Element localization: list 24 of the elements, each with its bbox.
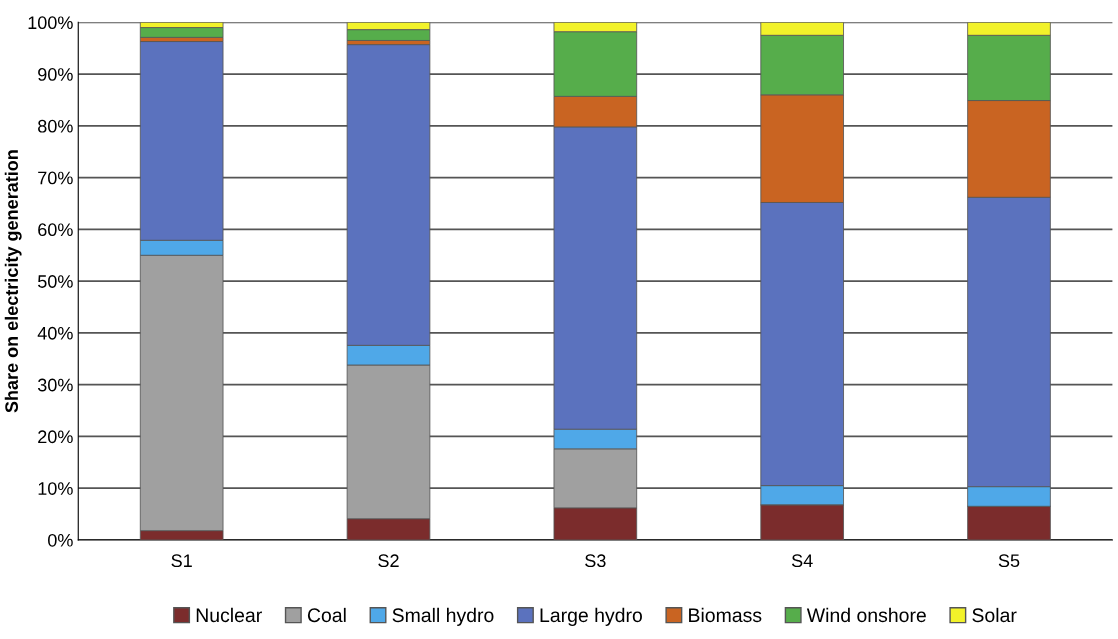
x-tick-label: S5 — [998, 554, 1020, 568]
y-tick-label: 100% — [28, 16, 73, 30]
legend-label: Coal — [307, 607, 346, 623]
y-tick-label: 20% — [38, 430, 73, 444]
y-axis-title: Share on electricity generation — [4, 150, 22, 413]
y-tick-label: 80% — [38, 119, 73, 133]
y-tick-label: 90% — [38, 68, 73, 81]
y-tick-label: 10% — [38, 482, 73, 495]
y-tick-label: 60% — [38, 223, 73, 237]
y-tick-label: 50% — [37, 275, 73, 288]
x-tick-label: S3 — [585, 554, 606, 568]
legend-label: Solar — [972, 607, 1017, 623]
x-tick-label: S2 — [378, 554, 399, 568]
legend-label: Large hydro — [540, 607, 642, 626]
legend-label: Wind onshore — [806, 607, 926, 623]
y-tick-label: 0% — [48, 533, 73, 547]
x-tick-label: S4 — [791, 554, 813, 568]
y-tick-label: 40% — [37, 326, 73, 340]
legend-label: Small hydro — [392, 607, 494, 626]
y-tick-label: 70% — [38, 171, 73, 185]
y-tick-label: 30% — [37, 378, 73, 392]
legend-label: Biomass — [689, 607, 762, 623]
x-tick-label: S1 — [171, 554, 192, 568]
legend-label: Nuclear — [196, 607, 262, 623]
